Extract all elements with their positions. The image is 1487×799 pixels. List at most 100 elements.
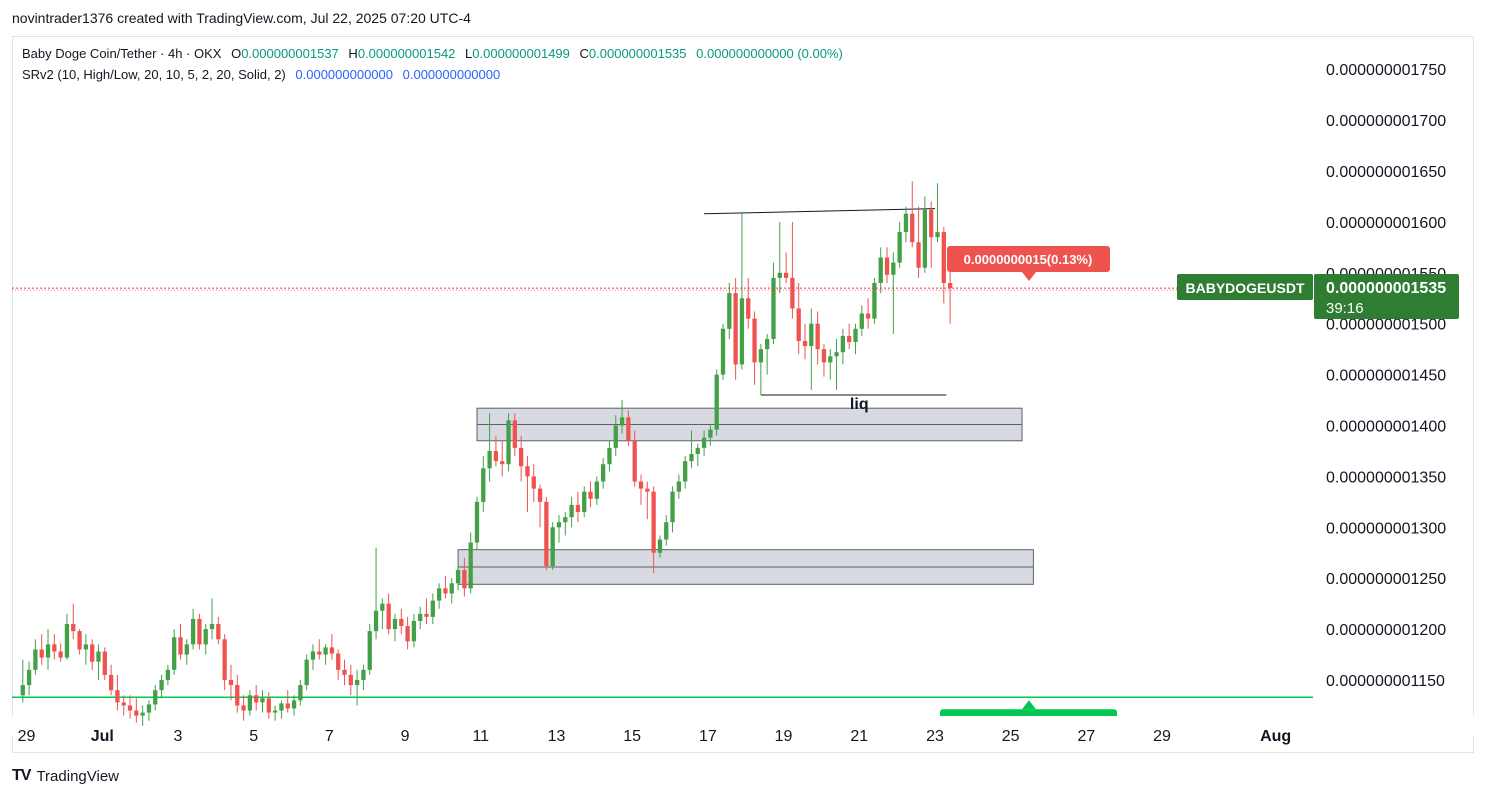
candle-down [518,447,524,467]
candle-up [676,481,681,492]
candle-up [64,624,70,658]
candle-up [45,644,51,658]
candle-down [847,335,852,343]
candle-up [33,649,38,670]
candle-down [235,685,240,706]
candle-up [922,209,928,268]
time-tick-label: 27 [1077,728,1095,745]
candle-down [947,282,953,289]
candle-up [373,610,379,632]
price-badge [1314,274,1459,319]
candle-up [159,680,164,691]
candle-up [468,542,473,589]
price-axis: 0.000000001150 0.000000001200 0.0000000012… [1326,62,1446,690]
candle-up [367,631,372,670]
candle-up [291,700,297,709]
time-tick-label: 3 [174,728,183,745]
candle-down [626,417,631,441]
price-tick-label: 0.000000001250 [1326,571,1446,588]
candle-down [790,277,795,309]
candle-up [140,712,145,716]
countdown-label: 39:16 [1326,300,1364,317]
candle-up [487,450,492,469]
time-tick-label: 15 [623,728,641,745]
tradingview-logo-icon: TV [12,767,31,784]
candle-down [197,618,202,645]
time-tick-label: Aug [1260,728,1291,745]
candle-up [26,669,32,686]
candle-up [765,338,770,350]
candle-up [708,429,713,438]
time-tick-label: 13 [548,728,566,745]
candle-down [746,298,751,319]
candle-down [525,466,530,477]
time-tick-label: 29 [1153,728,1171,745]
candle-down [90,644,95,662]
candle-up [683,461,688,482]
time-tick-label: 23 [926,728,944,745]
time-tick-label: Jul [91,728,114,745]
candle-up [190,618,196,645]
candle-down [222,639,227,680]
candle-down [733,293,738,365]
measure-badge [947,246,1110,272]
candle-up [727,293,732,329]
low-value: 0.000000001499 [472,46,570,61]
candle-down [884,257,890,275]
time-tick-label: 17 [699,728,717,745]
candle-up [613,425,618,448]
candle-down [796,308,801,342]
price-tick-label: 0.000000001600 [1326,215,1446,232]
candle-down [537,488,543,502]
candle-up [506,420,511,465]
symbol-title[interactable]: Baby Doge Coin/Tether · 4h · OKX [22,46,222,61]
candle-down [115,690,120,703]
candle-up [361,669,366,680]
candle-up [323,647,328,655]
candle-down [342,669,347,675]
candle-up [430,600,435,617]
indicator-label[interactable]: SRv2 (10, High/Low, 20, 10, 5, 2, 20, So… [22,67,286,82]
candle-up [840,335,846,353]
candle-up [897,232,902,263]
candle-down [424,613,429,617]
candle-up [872,282,877,319]
open-value: 0.000000001537 [241,46,339,61]
candle-down [941,232,946,283]
candle-up [418,613,423,621]
candle-down [815,323,820,350]
candle-up [449,583,454,594]
candle-up [436,588,442,601]
candle-up [670,491,675,523]
indicator-value-1: 0.000000000000 [295,67,393,82]
candle-down [241,705,246,711]
high-label: H [348,46,358,61]
chart-frame[interactable] [12,36,1474,753]
candle-down [865,313,871,319]
candle-up [758,349,764,363]
candle-up [272,710,278,713]
tradingview-footer: TV TradingView [12,767,119,785]
candle-down [443,588,448,594]
candle-up [853,328,858,343]
candle-down [638,481,644,489]
candle-down [405,626,410,642]
candle-up [701,437,707,448]
candle-down [462,570,467,589]
time-tick-label: 7 [325,728,334,745]
price-tick-label: 0.000000001300 [1326,520,1446,537]
symbol-badge [1177,274,1313,300]
candle-down [329,647,335,654]
candle-down [544,501,549,566]
candle-down [52,644,57,652]
low-label: L [465,46,473,61]
price-tick-label: 0.000000001350 [1326,469,1446,486]
support-marker [1022,700,1036,710]
candle-down [916,242,921,268]
candle-up [310,651,316,660]
candle-up [392,618,398,630]
candle-down [71,624,76,632]
candle-up [809,323,814,347]
candle-down [266,698,271,713]
